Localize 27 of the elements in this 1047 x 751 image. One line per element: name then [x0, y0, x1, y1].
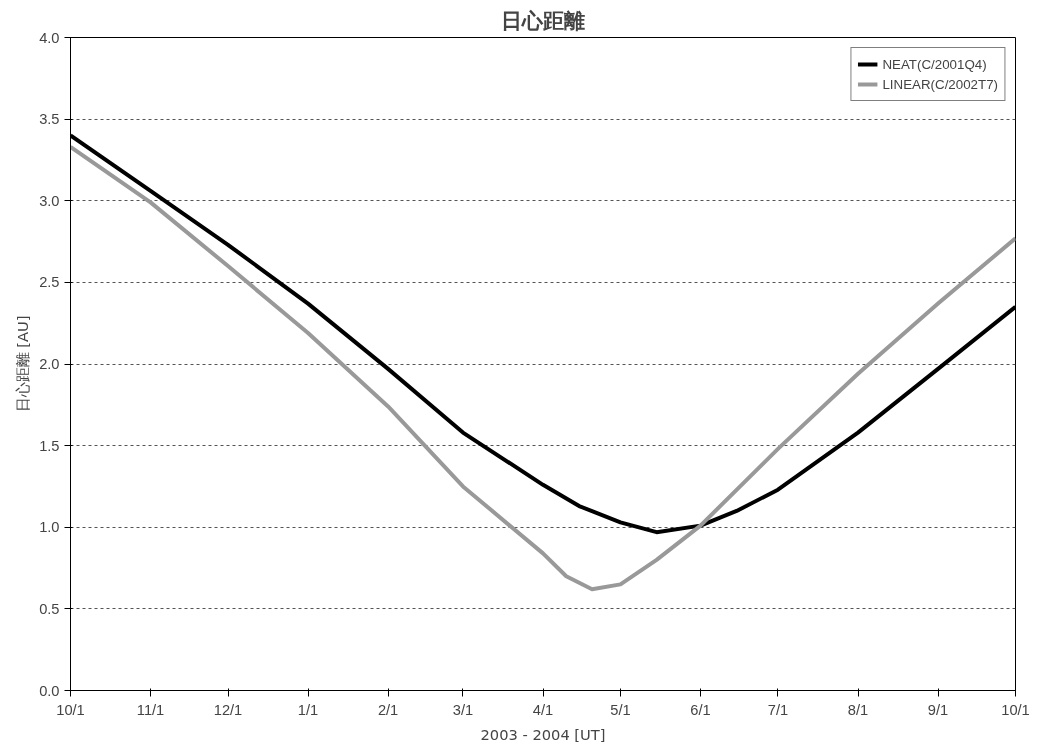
x-tick-label: 5/1 — [610, 701, 631, 718]
y-tick-label: 2.0 — [39, 356, 60, 372]
y-tick-label: 1.5 — [39, 437, 60, 454]
x-tick-label: 8/1 — [847, 701, 869, 718]
chart-title: 日心距離 — [501, 7, 585, 33]
legend-label: NEAT(C/2001Q4) — [882, 56, 987, 72]
y-axis-title: 日心距離 [AU] — [14, 315, 32, 413]
x-tick-label: 6/1 — [690, 701, 711, 718]
y-tick-label: 0.0 — [39, 682, 60, 699]
x-tick-label: 3/1 — [452, 701, 474, 718]
x-tick-label: 10/1 — [1001, 701, 1030, 718]
x-tick-label: 1/1 — [297, 701, 319, 718]
x-tick-label: 12/1 — [213, 701, 243, 718]
y-tick-label: 3.0 — [39, 192, 60, 209]
x-tick-label: 10/1 — [56, 701, 85, 718]
y-tick-label: 3.5 — [39, 111, 60, 128]
y-tick-label: 0.5 — [39, 600, 60, 617]
x-tick-label: 9/1 — [927, 701, 949, 718]
x-tick-label: 7/1 — [767, 701, 789, 718]
x-tick-label: 4/1 — [532, 701, 554, 718]
x-tick-label: 11/1 — [136, 701, 165, 718]
legend-label: LINEAR(C/2002T7) — [882, 76, 998, 92]
y-tick-label: 1.0 — [39, 519, 60, 536]
x-axis-title: 2003 - 2004 [UT] — [480, 725, 606, 743]
x-tick-label: 2/1 — [377, 701, 399, 718]
y-tick-label: 4.0 — [39, 29, 60, 46]
y-tick-label: 2.5 — [39, 274, 60, 291]
